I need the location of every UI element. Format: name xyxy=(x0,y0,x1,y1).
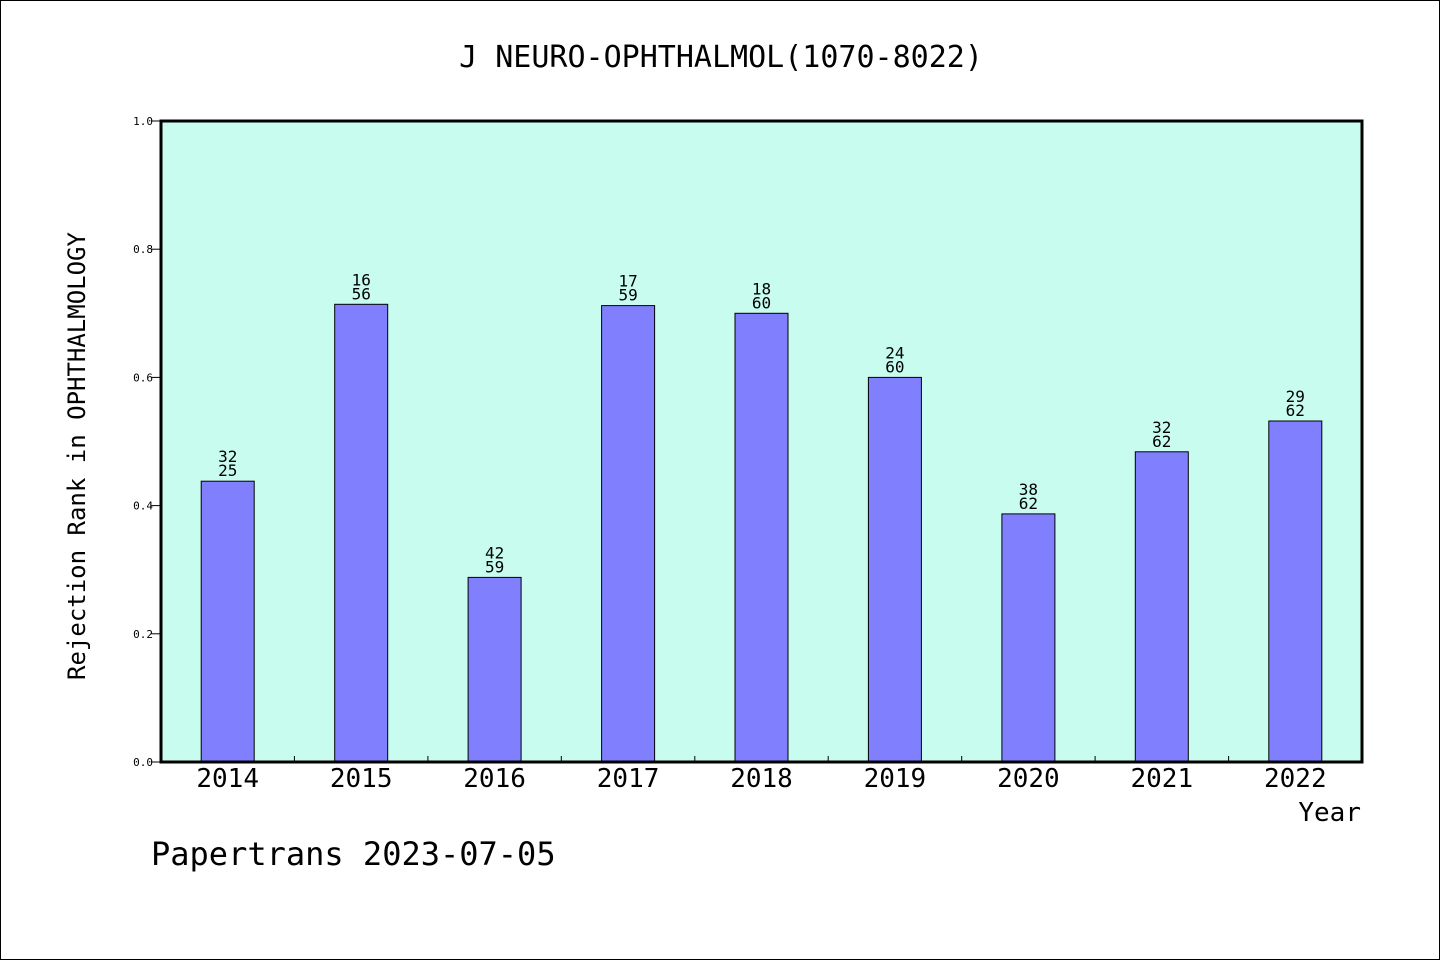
bar-label-top-2019: 24 xyxy=(885,343,904,362)
x-tick-label-2019: 2019 xyxy=(864,764,927,794)
x-tick-label-2015: 2015 xyxy=(330,764,393,794)
bar-2014 xyxy=(200,480,255,763)
plot-frame xyxy=(159,119,1364,764)
x-tick-label-2022: 2022 xyxy=(1264,764,1327,794)
y-tick-label-0.6: 0.6 xyxy=(133,371,153,384)
x-tick-label-2021: 2021 xyxy=(1130,764,1193,794)
y-tick-label-0.4: 0.4 xyxy=(133,500,153,513)
x-axis-label: Year xyxy=(1298,798,1361,828)
bar-label-bottom-2015: 56 xyxy=(352,284,371,303)
bar-label-bottom-2021: 62 xyxy=(1152,432,1171,451)
bar-2015 xyxy=(334,303,389,763)
bar-label-bottom-2019: 60 xyxy=(885,357,904,376)
y-tick-label-0.0: 0.0 xyxy=(133,756,153,769)
bar-label-top-2018: 18 xyxy=(752,279,771,298)
chart-title: J NEURO-OPHTHALMOL(1070-8022) xyxy=(459,40,983,75)
x-tick-label-2017: 2017 xyxy=(597,764,660,794)
bar-label-bottom-2014: 25 xyxy=(218,461,237,480)
bar-label-bottom-2020: 62 xyxy=(1019,494,1038,513)
bar-label-top-2020: 38 xyxy=(1019,480,1038,499)
bar-2018 xyxy=(734,312,789,763)
y-tick-label-0.8: 0.8 xyxy=(133,243,153,256)
y-axis-label: Rejection Rank in OPHTHALMOLOGY xyxy=(63,231,91,679)
y-tick-label-0.2: 0.2 xyxy=(133,628,153,641)
x-tick-label-2014: 2014 xyxy=(196,764,259,794)
bar-label-bottom-2017: 59 xyxy=(618,286,637,305)
x-tick-label-2018: 2018 xyxy=(730,764,793,794)
bar-2017 xyxy=(601,305,656,763)
bar-label-top-2022: 29 xyxy=(1286,387,1305,406)
bar-label-bottom-2022: 62 xyxy=(1286,401,1305,420)
bar-label-top-2021: 32 xyxy=(1152,418,1171,437)
y-tick-label-1.0: 1.0 xyxy=(133,115,153,128)
bar-2021 xyxy=(1134,451,1189,763)
bar-label-top-2015: 16 xyxy=(352,270,371,289)
footer-text: Papertrans 2023-07-05 xyxy=(151,835,556,873)
bar-label-bottom-2018: 60 xyxy=(752,293,771,312)
bar-2019 xyxy=(867,376,922,763)
bar-label-bottom-2016: 59 xyxy=(485,557,504,576)
bar-label-top-2017: 17 xyxy=(618,272,637,291)
bar-2020 xyxy=(1001,513,1056,763)
bar-2022 xyxy=(1268,420,1323,763)
bar-label-top-2016: 42 xyxy=(485,543,504,562)
bar-label-top-2014: 32 xyxy=(218,447,237,466)
bar-2016 xyxy=(467,576,522,763)
x-tick-label-2020: 2020 xyxy=(997,764,1060,794)
x-tick-label-2016: 2016 xyxy=(463,764,526,794)
